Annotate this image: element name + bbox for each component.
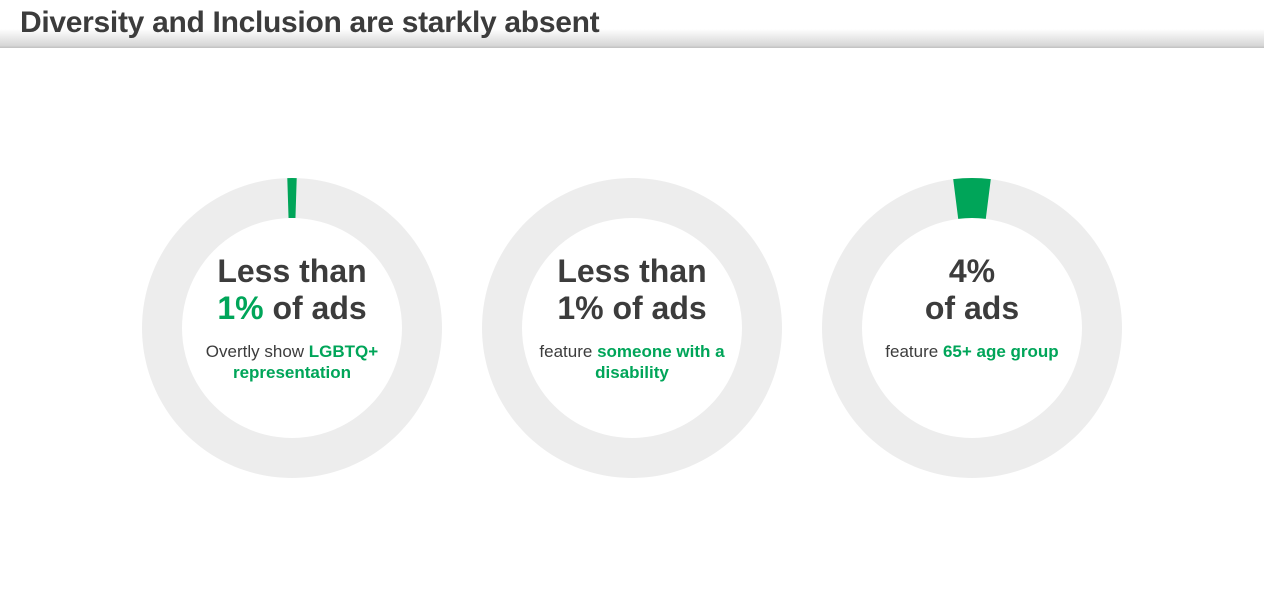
donut-stat-line2: of ads xyxy=(925,290,1019,326)
donut-stat-value: 1% xyxy=(557,290,603,326)
donut-description: Overtly show LGBTQ+ representation xyxy=(162,341,422,384)
donut-stat-suffix: of ads xyxy=(604,290,707,326)
donut-description: feature someone with a disability xyxy=(502,341,762,384)
donut-chart-disability: Less than1% of ads feature someone with a… xyxy=(472,168,792,488)
donut-stat: Less than1% of ads xyxy=(502,253,762,327)
donut-stat-value: 1% xyxy=(217,290,263,326)
donut-stat-suffix: of ads xyxy=(264,290,367,326)
donut-value-arc xyxy=(287,178,296,218)
donut-center-label: Less than1% of ads Overtly show LGBTQ+ re… xyxy=(132,253,452,383)
donut-stat-value: 4% xyxy=(949,253,995,289)
donut-desc-prefix: feature xyxy=(539,342,597,361)
donut-stat: Less than1% of ads xyxy=(162,253,422,327)
donut-stat-prefix: Less than xyxy=(217,253,366,289)
donut-center-label: 4%of ads feature 65+ age group xyxy=(812,253,1132,362)
donut-desc-accent: 65+ age group xyxy=(943,342,1059,361)
donut-desc-accent: someone with a disability xyxy=(595,342,724,382)
slide-title: Diversity and Inclusion are starkly abse… xyxy=(0,0,1264,48)
donut-chart-age65: 4%of ads feature 65+ age group xyxy=(812,168,1132,488)
donut-stat: 4%of ads xyxy=(842,253,1102,327)
donut-description: feature 65+ age group xyxy=(842,341,1102,362)
donut-center-label: Less than1% of ads feature someone with a… xyxy=(472,253,792,383)
donut-stat-prefix: Less than xyxy=(557,253,706,289)
donut-desc-prefix: Overtly show xyxy=(206,342,309,361)
donut-chart-row: Less than1% of adsOvertly show LGBTQ+ re… xyxy=(0,168,1264,488)
donut-chart-lgbtq: Less than1% of ads Overtly show LGBTQ+ re… xyxy=(132,168,452,488)
donut-value-arc xyxy=(953,178,991,219)
donut-desc-prefix: feature xyxy=(885,342,943,361)
